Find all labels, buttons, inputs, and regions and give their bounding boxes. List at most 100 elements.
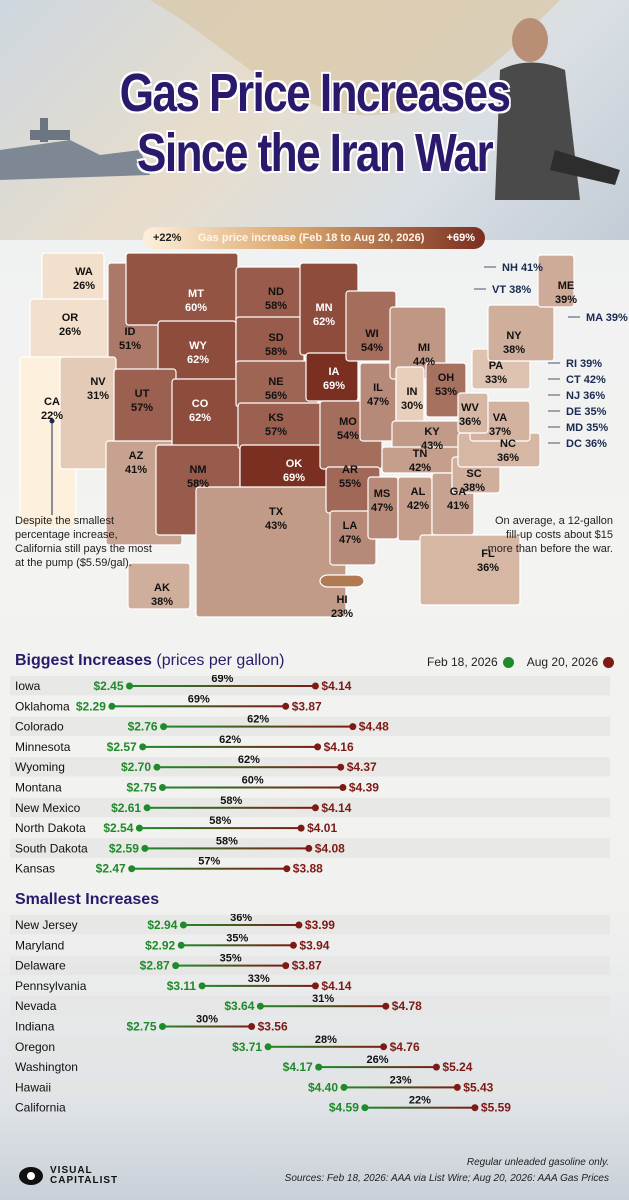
state-label-ks: KS	[268, 412, 283, 424]
state-value-ak: 38%	[151, 596, 173, 608]
feb-point	[135, 824, 143, 832]
dumbbell-line	[163, 725, 353, 728]
row-label: Maryland	[15, 938, 64, 952]
state-label-or: OR	[62, 312, 79, 324]
row-label: Minnesota	[15, 740, 71, 754]
feb-value-label: $2.75	[126, 1020, 156, 1034]
aug-value-label: $4.14	[321, 679, 351, 693]
state-value-ks: 57%	[265, 426, 287, 438]
person-head-shape	[512, 18, 548, 62]
aug-value-label: $4.08	[315, 841, 345, 855]
aug-point	[337, 763, 345, 771]
visual-capitalist-logo[interactable]: VISUAL CAPITALIST	[18, 1165, 118, 1187]
row-label: Wyoming	[15, 760, 65, 774]
feb-point	[143, 804, 151, 812]
feb-value-label: $2.29	[76, 699, 106, 713]
us-choropleth-map: WA 26% OR 26% CA 22% ID 51% NV 31% MT 60% WY 62% UT 57%…	[19, 252, 628, 620]
state-label-mo: MO	[339, 416, 357, 428]
state-value-ca: 22%	[41, 410, 63, 422]
aug-point	[289, 941, 297, 949]
feb-point	[160, 723, 168, 731]
pct-label: 36%	[230, 914, 252, 924]
row-label: South Dakota	[15, 841, 88, 855]
feb-value-label: $2.76	[128, 720, 158, 734]
dumbbell-line	[142, 745, 318, 748]
row-label: Pennsylvania	[15, 979, 87, 993]
hero-illustration	[0, 0, 620, 200]
state-label-ga: GA	[450, 486, 467, 498]
aug-value-label: $4.16	[324, 740, 354, 754]
state-label-va: VA	[493, 412, 508, 424]
warship-shape	[0, 140, 150, 180]
pct-label: 35%	[226, 932, 248, 944]
feb-point	[128, 865, 136, 873]
state-value-ia: 69%	[323, 380, 345, 392]
feb-value-label: $3.11	[167, 979, 197, 993]
logo-text-1: VISUAL	[50, 1165, 93, 1176]
feb-value-label: $2.61	[111, 801, 141, 815]
state-label-ne: NE	[268, 376, 283, 388]
dumbbell-line	[260, 1005, 386, 1008]
state-value-ny: 38%	[503, 344, 525, 356]
feb-value-label: $2.87	[140, 959, 170, 973]
state-value-mn: 62%	[313, 316, 335, 328]
state-value-co: 62%	[189, 412, 211, 424]
feb-point	[256, 1002, 264, 1010]
feb-value-label: $4.40	[308, 1080, 338, 1094]
state-value-nc: 36%	[497, 452, 519, 464]
feb-point	[315, 1063, 323, 1071]
smallest-increases-title: Smallest Increases	[15, 891, 160, 908]
state-label-pa: PA	[489, 360, 504, 372]
legend-aug-label: Aug 20, 2026	[526, 655, 599, 669]
aug-value-label: $4.14	[321, 979, 351, 993]
row-label: Iowa	[15, 679, 41, 693]
state-label-la: LA	[343, 520, 358, 532]
feb-point	[198, 982, 206, 990]
state-label-al: AL	[411, 486, 426, 498]
state-value-me: 39%	[555, 294, 577, 306]
pct-label: 22%	[409, 1095, 431, 1107]
aug-point	[282, 962, 290, 970]
legend-caption: Gas price increase (Feb 18 to Aug 20, 20…	[198, 232, 425, 244]
feb-point	[172, 962, 180, 970]
row-label: New Jersey	[15, 918, 78, 932]
legend-aug-dot	[603, 656, 615, 668]
state-value-la: 47%	[339, 534, 361, 546]
state-label-mn: MN	[315, 302, 332, 314]
row-band	[10, 915, 610, 935]
state-value-fl: 36%	[477, 562, 499, 574]
aug-point	[248, 1023, 256, 1030]
aug-value-label: $3.88	[293, 862, 323, 876]
state-value-ms: 47%	[371, 502, 393, 514]
legend-max: +69%	[446, 232, 475, 244]
aug-value-label: $4.39	[349, 781, 379, 795]
feb-value-label: $2.75	[126, 781, 156, 795]
state-value-hi: 23%	[331, 608, 353, 620]
dumbbell-line	[129, 685, 316, 687]
aug-point	[295, 921, 303, 929]
feb-point	[139, 743, 147, 751]
state-label-nd: ND	[268, 286, 284, 298]
biggest-increases-chart: Iowa $2.45 $4.14 69% Oklahoma $2.29 $3.87 69% Co…	[10, 675, 610, 876]
pct-label: 60%	[242, 775, 264, 787]
state-hi	[319, 574, 365, 588]
feb-point	[340, 1083, 348, 1091]
aug-value-label: $4.76	[390, 1040, 420, 1054]
state-label-ms: MS	[374, 488, 391, 500]
pct-label: 69%	[188, 693, 210, 705]
state-label-oh: OH	[438, 372, 455, 384]
aug-value-label: $3.87	[292, 959, 322, 973]
state-value-mi: 44%	[413, 356, 435, 368]
state-value-al: 42%	[407, 500, 429, 512]
side-label-nh: NH 41%	[502, 262, 543, 274]
side-label-ri: RI 39%	[566, 358, 602, 370]
feb-value-label: $2.70	[121, 760, 151, 774]
feb-point	[108, 702, 116, 710]
dumbbell-line	[157, 766, 341, 769]
aug-value-label: $4.48	[359, 720, 389, 734]
feb-point	[159, 1023, 166, 1030]
state-value-in: 30%	[401, 400, 423, 412]
feb-point	[361, 1104, 369, 1112]
state-value-ga: 41%	[447, 500, 469, 512]
aug-point	[297, 824, 305, 832]
